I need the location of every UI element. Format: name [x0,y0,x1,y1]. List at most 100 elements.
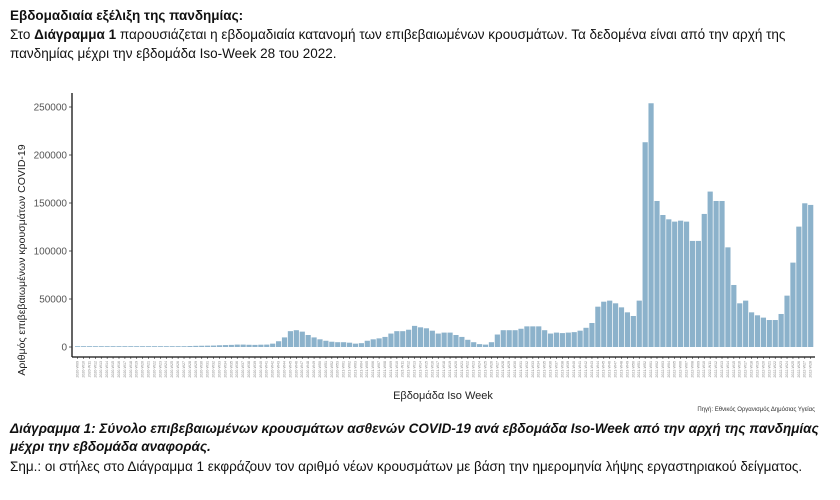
bar [228,344,234,347]
bar [601,301,607,347]
bar [122,346,128,347]
bar [205,345,211,347]
bar [270,343,276,347]
x-tick-label: 2022-W08 [690,361,694,378]
x-tick-label: 2020-W16 [117,361,121,378]
bar [287,331,294,347]
bar [618,307,625,347]
bar [796,226,802,347]
x-tick-label: 2022-W04 [667,361,671,378]
bar [163,346,169,347]
bar [364,340,370,347]
bar [151,346,158,347]
section-heading: Εβδομαδιαία εξέλιξη της πανδημίας: [10,8,244,23]
x-tick-label: 2022-W25 [791,361,795,378]
x-tick-label: 2020-W33 [217,361,221,378]
bar [187,346,193,347]
bar [713,200,719,347]
bar [707,191,713,347]
x-tick-label: 2020-W12 [93,361,97,378]
x-tick-label: 2020-W38 [247,361,251,378]
bar [589,323,595,347]
x-tick-label: 2021-W23 [472,361,476,378]
bar [175,346,181,347]
x-tick-label: 2021-W27 [495,361,499,378]
x-tick-label: 2021-W34 [537,361,541,378]
x-tick-label: 2022-W24 [785,361,789,378]
x-tick-label: 2021-W43 [590,361,594,378]
bar [583,327,589,347]
bar [181,346,187,347]
bar [808,204,814,347]
x-tick-label: 2022-W05 [673,361,677,378]
bar [530,326,536,347]
bar [512,330,518,347]
bar [547,333,554,347]
x-tick-label: 2021-W22 [466,361,470,378]
figure-note: Σημ.: οι στήλες στο Διάγραμμα 1 εκφράζου… [10,459,803,474]
bar [264,344,270,347]
x-tick-label: 2022-W26 [797,361,801,378]
x-tick-label: 2021-W35 [543,361,547,378]
x-tick-label: 2022-W28 [809,361,813,378]
x-tick-label: 2020-W27 [182,361,186,378]
x-tick-label: 2020-W31 [206,361,210,378]
bar [790,262,796,347]
x-tick-label: 2020-W45 [288,361,292,378]
x-tick-label: 2021-W38 [560,361,564,378]
x-tick-label: 2020-W22 [152,361,156,378]
bar [240,344,246,347]
x-tick-label: 2021-W44 [596,361,600,378]
x-tick-label: 2021-W28 [501,361,505,378]
bar [104,346,110,347]
x-tick-label: 2020-W09 [76,361,80,378]
bar [305,335,311,347]
x-tick-label: 2022-W17 [744,361,748,378]
y-tick-label: 250000 [34,103,68,114]
x-tick-label: 2021-W01 [342,361,346,378]
bar [482,344,489,347]
bar [772,320,778,347]
bar [80,346,87,347]
bar [453,335,459,347]
bar [565,332,571,347]
bar [417,327,424,347]
x-tick-label: 2020-W24 [164,361,168,378]
bar [636,300,642,347]
bar [281,337,288,347]
x-tick-label: 2020-W49 [312,361,316,378]
x-tick-label: 2021-W45 [602,361,606,378]
x-tick-label: 2020-W10 [81,361,85,378]
bar [607,300,613,347]
x-tick-label: 2021-W24 [478,361,482,378]
bar [624,312,631,347]
bar [737,303,743,347]
bar [193,345,199,347]
x-tick-label: 2022-W15 [732,361,736,378]
x-tick-label: 2021-W08 [383,361,387,378]
intro-section: Εβδομαδιαία εξέλιξη της πανδημίας: Στο Δ… [10,6,835,63]
x-tick-label: 2020-W14 [105,361,109,378]
x-tick-label: 2020-W20 [141,361,145,378]
x-tick-label: 2020-W52 [330,361,334,378]
bar [595,306,601,347]
x-tick-label: 2021-W12 [407,361,411,378]
x-tick-label: 2022-W07 [684,361,688,378]
x-tick-label: 2020-W32 [212,361,216,378]
x-tick-label: 2021-W31 [519,361,523,378]
bar [518,328,524,347]
bar [145,346,152,347]
bar [376,338,382,347]
x-tick-label: 2021-W11 [401,361,405,377]
x-tick-label: 2021-W10 [395,361,399,378]
bar [571,332,577,347]
bar [660,215,666,347]
bar [92,346,98,347]
bar [252,344,258,347]
x-tick-label: 2020-W48 [306,361,310,378]
bar [216,345,223,347]
x-tick-label: 2020-W17 [123,361,127,378]
bar [199,345,205,347]
bar [222,345,228,347]
